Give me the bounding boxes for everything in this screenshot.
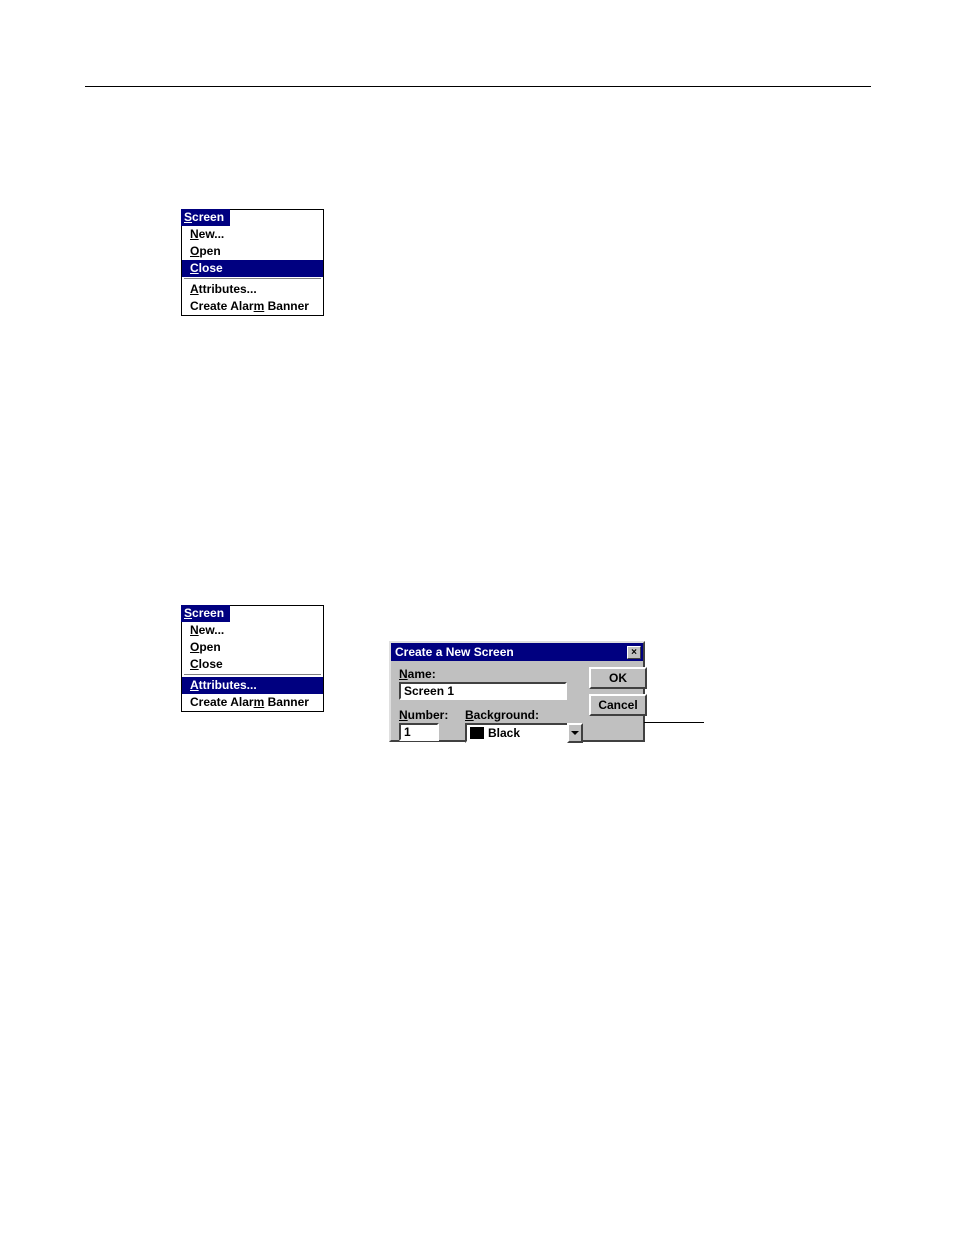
- menu-title[interactable]: Screen: [181, 605, 230, 622]
- callout-line: [644, 722, 704, 723]
- name-label: Name:: [399, 667, 583, 681]
- number-value: 1: [404, 725, 411, 739]
- menu-title-hotkey: S: [184, 606, 192, 620]
- menu-item[interactable]: Open: [182, 243, 323, 260]
- menu-divider: [184, 674, 321, 676]
- name-value: Screen 1: [404, 684, 454, 698]
- background-combobox[interactable]: Black: [465, 723, 583, 743]
- menu-item[interactable]: Attributes...: [182, 677, 323, 694]
- menu-item[interactable]: Create Alarm Banner: [182, 694, 323, 711]
- menu-title[interactable]: Screen: [181, 209, 230, 226]
- close-icon[interactable]: ×: [627, 646, 641, 659]
- number-field[interactable]: 1: [399, 723, 439, 741]
- screen-menu-1: Screen New...OpenClose Attributes...Creat…: [181, 209, 324, 316]
- background-value: Black: [488, 726, 520, 740]
- number-label: Number:: [399, 708, 465, 722]
- chevron-down-icon[interactable]: [567, 723, 583, 743]
- menu-item[interactable]: Open: [182, 639, 323, 656]
- menu-title-rest: creen: [192, 606, 224, 620]
- create-new-screen-dialog: Create a New Screen × Name: Screen 1 Num…: [389, 641, 645, 742]
- menu-item[interactable]: New...: [182, 622, 323, 639]
- menu-item[interactable]: Create Alarm Banner: [182, 298, 323, 315]
- horizontal-rule: [85, 86, 871, 87]
- menu-item[interactable]: New...: [182, 226, 323, 243]
- menu-item[interactable]: Attributes...: [182, 281, 323, 298]
- background-swatch: [470, 727, 484, 739]
- menu-items: New...OpenClose Attributes...Create Alarm…: [182, 622, 323, 711]
- dialog-title: Create a New Screen: [395, 645, 514, 659]
- menu-items: New...OpenClose Attributes...Create Alarm…: [182, 226, 323, 315]
- background-label: Background:: [465, 708, 583, 722]
- dialog-titlebar: Create a New Screen ×: [391, 643, 643, 661]
- menu-title-rest: creen: [192, 210, 224, 224]
- ok-button[interactable]: OK: [589, 667, 647, 689]
- menu-item[interactable]: Close: [182, 656, 323, 673]
- cancel-button[interactable]: Cancel: [589, 694, 647, 716]
- menu-item[interactable]: Close: [182, 260, 323, 277]
- name-field[interactable]: Screen 1: [399, 682, 567, 700]
- screen-menu-2: Screen New...OpenClose Attributes...Creat…: [181, 605, 324, 712]
- menu-title-hotkey: S: [184, 210, 192, 224]
- menu-divider: [184, 278, 321, 280]
